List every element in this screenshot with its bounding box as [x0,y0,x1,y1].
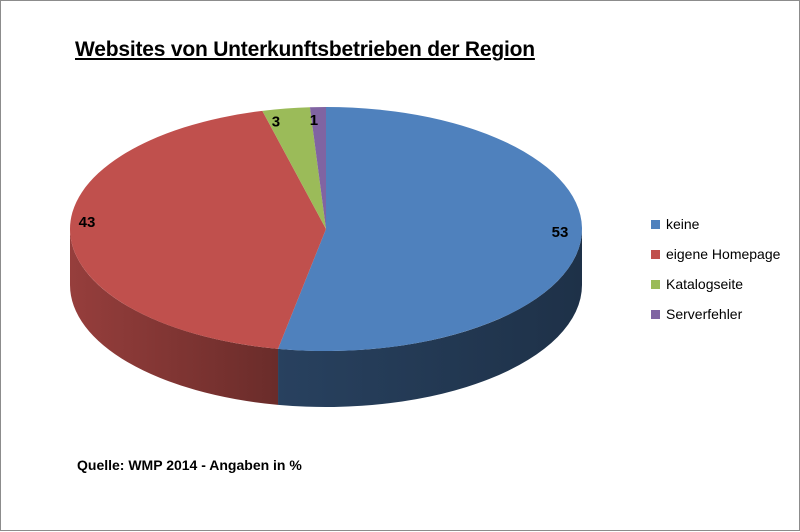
legend-label: Serverfehler [666,306,743,322]
legend-label: keine [666,216,700,232]
slice-eigene-homepage [70,110,327,349]
data-label-keine: 53 [552,224,569,241]
legend-swatch [651,219,660,229]
legend-label: Katalogseite [666,276,744,292]
data-label-eigene-homepage: 43 [79,214,96,231]
legend-swatch [651,309,660,319]
legend-label: eigene Homepage [666,246,781,262]
source-note: Quelle: WMP 2014 - Angaben in % [77,457,302,473]
slice-serverfehler [309,107,326,229]
chart-title: Websites von Unterkunftsbetrieben der Re… [75,38,535,61]
slice-keine [278,107,582,351]
legend-item: Katalogseite [651,269,796,299]
legend: keine eigene Homepage Katalogseite Serverfe… [651,209,796,329]
slice-katalogseite [262,107,326,229]
slice-side-eigene-homepage [70,229,279,405]
legend-item: keine [651,209,796,239]
data-label-katalogseite: 3 [272,114,280,131]
slice-side-keine [278,229,582,407]
legend-swatch [651,279,660,289]
legend-item: Serverfehler [651,299,796,329]
data-label-serverfehler: 1 [310,112,318,129]
legend-item: eigene Homepage [651,239,796,269]
legend-swatch [651,249,660,259]
